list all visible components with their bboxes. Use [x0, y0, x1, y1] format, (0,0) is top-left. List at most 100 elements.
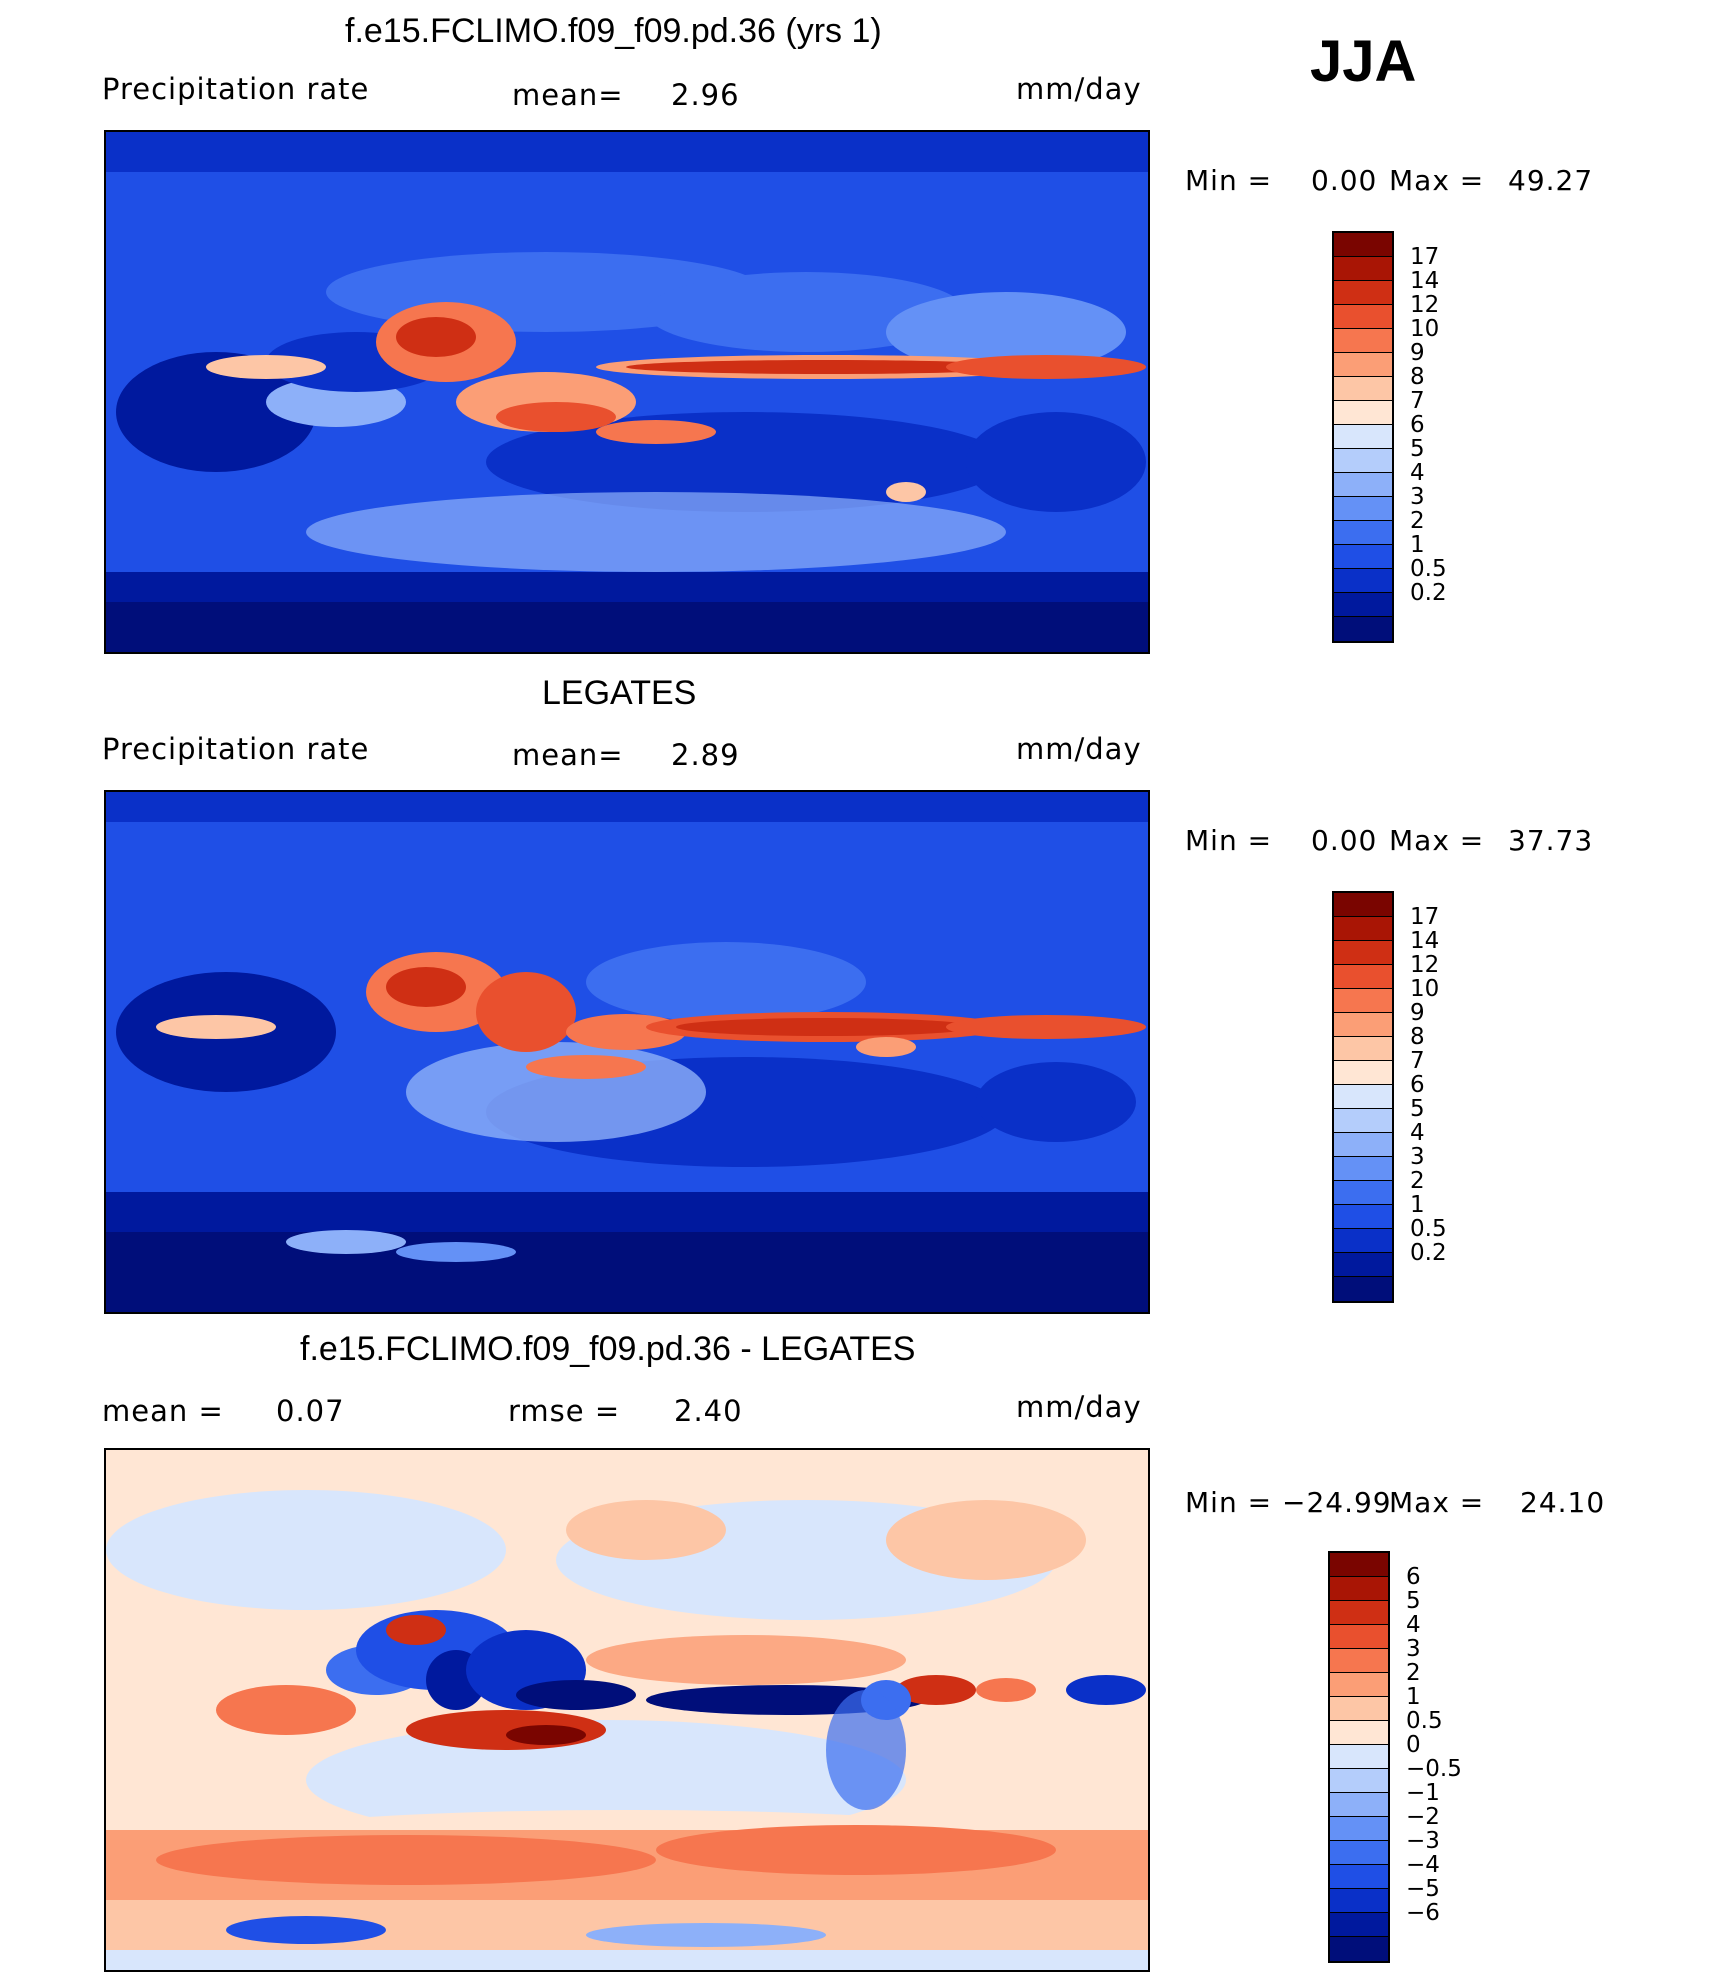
- colorbar-tick-label: −5: [1406, 1876, 1440, 1902]
- colorbar-swatch: [1334, 617, 1392, 641]
- colorbar-tick-label: 0.2: [1410, 1240, 1447, 1266]
- colorbar-tick-label: 2: [1406, 1660, 1421, 1686]
- panel-3-map: [104, 1448, 1150, 1972]
- colorbar-tick-label: 4: [1406, 1612, 1421, 1638]
- colorbar-tick-label: 0.5: [1410, 556, 1447, 582]
- colorbar-swatch: [1334, 305, 1392, 329]
- colorbar-tick-label: 5: [1410, 1096, 1425, 1122]
- colorbar-swatch: [1330, 1601, 1388, 1625]
- colorbar-tick-label: 10: [1410, 976, 1440, 1002]
- panel-3-mean-value: 0.07: [276, 1394, 345, 1428]
- panel-3-rmse-value: 2.40: [674, 1394, 743, 1428]
- colorbar-tick-label: 14: [1410, 268, 1440, 294]
- panel-3-min-value: −24.99: [1282, 1486, 1392, 1519]
- colorbar-swatch: [1334, 1133, 1392, 1157]
- panel-2-max-value: 37.73: [1508, 824, 1594, 857]
- colorbar-tick-label: −6: [1406, 1900, 1440, 1926]
- colorbar-swatch: [1334, 893, 1392, 917]
- colorbar-tick-label: −0.5: [1406, 1756, 1462, 1782]
- panel-2-units: mm/day: [1016, 732, 1142, 766]
- panel-1-max-label: Max =: [1389, 164, 1485, 197]
- colorbar-swatch: [1334, 281, 1392, 305]
- panel-3-max-label: Max =: [1389, 1486, 1485, 1519]
- colorbar-swatch: [1334, 473, 1392, 497]
- colorbar-swatch: [1334, 989, 1392, 1013]
- colorbar-swatch: [1334, 1061, 1392, 1085]
- panel-1-mean-value: 2.96: [671, 78, 740, 112]
- colorbar-swatch: [1334, 917, 1392, 941]
- colorbar-tick-label: −1: [1406, 1780, 1440, 1806]
- panel-2-title: LEGATES: [542, 674, 697, 712]
- colorbar-swatch: [1330, 1817, 1388, 1841]
- panel-2-mean-value: 2.89: [671, 738, 740, 772]
- season-label: JJA: [1310, 29, 1417, 94]
- panel-1-min-label: Min =: [1185, 164, 1273, 197]
- colorbar-swatch: [1334, 521, 1392, 545]
- colorbar-swatch: [1334, 545, 1392, 569]
- colorbar-tick-label: 17: [1410, 904, 1440, 930]
- colorbar-swatch: [1330, 1625, 1388, 1649]
- colorbar-swatch: [1330, 1745, 1388, 1769]
- colorbar-swatch: [1334, 1205, 1392, 1229]
- colorbar-swatch: [1334, 449, 1392, 473]
- panel-1-map: [104, 130, 1150, 654]
- colorbar-tick-label: 5: [1406, 1588, 1421, 1614]
- panel-3-units: mm/day: [1016, 1390, 1142, 1424]
- colorbar-swatch: [1330, 1937, 1388, 1961]
- colorbar-tick-label: 12: [1410, 292, 1440, 318]
- colorbar-swatch: [1334, 593, 1392, 617]
- colorbar-tick-label: 1: [1410, 532, 1425, 558]
- colorbar-tick-label: 0: [1406, 1732, 1421, 1758]
- colorbar-tick-label: 2: [1410, 508, 1425, 534]
- panel-2-max-label: Max =: [1389, 824, 1485, 857]
- panel-3-max-value: 24.10: [1520, 1486, 1606, 1519]
- panel-1-max-value: 49.27: [1508, 164, 1594, 197]
- colorbar-swatch: [1334, 353, 1392, 377]
- colorbar-tick-label: 0.5: [1406, 1708, 1443, 1734]
- colorbar-tick-label: 3: [1410, 484, 1425, 510]
- colorbar-swatch: [1334, 1109, 1392, 1133]
- colorbar-swatch: [1334, 1181, 1392, 1205]
- colorbar-swatch: [1334, 569, 1392, 593]
- colorbar-swatch: [1334, 1013, 1392, 1037]
- colorbar-tick-label: 12: [1410, 952, 1440, 978]
- panel-2-mean-label: mean=: [512, 738, 624, 772]
- colorbar-tick-label: 10: [1410, 316, 1440, 342]
- colorbar-swatch: [1330, 1673, 1388, 1697]
- colorbar-tick-label: 1: [1406, 1684, 1421, 1710]
- colorbar-tick-label: 6: [1406, 1564, 1421, 1590]
- colorbar-swatch: [1334, 1229, 1392, 1253]
- colorbar-swatch: [1334, 965, 1392, 989]
- colorbar-tick-label: 6: [1410, 412, 1425, 438]
- colorbar-tick-label: 4: [1410, 1120, 1425, 1146]
- colorbar-tick-label: 3: [1406, 1636, 1421, 1662]
- colorbar-tick-label: 2: [1410, 1168, 1425, 1194]
- colorbar-tick-label: 9: [1410, 1000, 1425, 1026]
- panel-2-min-value: 0.00: [1311, 824, 1378, 857]
- colorbar-tick-label: 0.5: [1410, 1216, 1447, 1242]
- panel-1-min-value: 0.00: [1311, 164, 1378, 197]
- colorbar-tick-label: 8: [1410, 1024, 1425, 1050]
- panel-2-colorbar: [1332, 891, 1394, 1303]
- colorbar-swatch: [1334, 233, 1392, 257]
- colorbar-swatch: [1330, 1769, 1388, 1793]
- colorbar-tick-label: 14: [1410, 928, 1440, 954]
- colorbar-swatch: [1330, 1577, 1388, 1601]
- panel-3-min-label: Min =: [1185, 1486, 1273, 1519]
- colorbar-swatch: [1334, 401, 1392, 425]
- colorbar-swatch: [1334, 497, 1392, 521]
- panel-2-field: [106, 792, 1148, 1312]
- colorbar-tick-label: −2: [1406, 1804, 1440, 1830]
- colorbar-tick-label: 6: [1410, 1072, 1425, 1098]
- panel-1-title: f.e15.FCLIMO.f09_f09.pd.36 (yrs 1): [345, 12, 882, 50]
- panel-3-mean-label: mean =: [102, 1394, 224, 1428]
- colorbar-swatch: [1330, 1913, 1388, 1937]
- panel-1-variable-label: Precipitation rate: [102, 72, 370, 106]
- colorbar-swatch: [1330, 1553, 1388, 1577]
- colorbar-tick-label: 17: [1410, 244, 1440, 270]
- panel-1-field: [106, 132, 1148, 652]
- colorbar-tick-label: −3: [1406, 1828, 1440, 1854]
- colorbar-swatch: [1330, 1841, 1388, 1865]
- colorbar-swatch: [1330, 1697, 1388, 1721]
- colorbar-tick-label: 3: [1410, 1144, 1425, 1170]
